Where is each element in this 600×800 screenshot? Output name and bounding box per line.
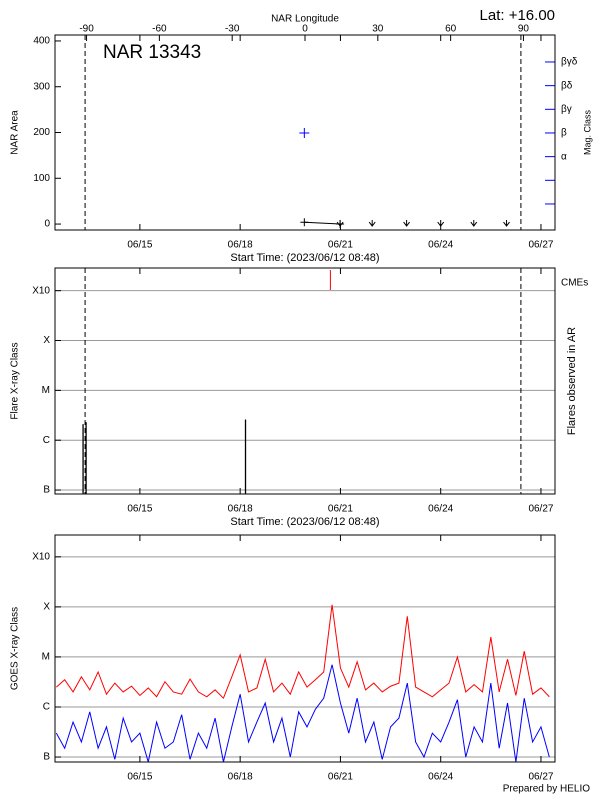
x-tick-label: 06/18 [228, 240, 253, 251]
top-tick-label: -90 [79, 24, 94, 35]
top-axis-title: NAR Longitude [271, 14, 339, 25]
x-tick-label: 06/15 [127, 772, 152, 783]
x-tick-label: 06/18 [228, 772, 253, 783]
series [56, 604, 550, 700]
y-tick-label: M [42, 385, 50, 396]
latitude: Lat: +16.00 [480, 7, 555, 24]
mag-class-marker [299, 127, 310, 138]
y2-axis-title: Mag. Class [582, 109, 592, 155]
marker [503, 220, 510, 227]
y2-tick-label: βδ [561, 80, 573, 91]
x-tick-label: 06/24 [428, 240, 453, 251]
x-tick-label: 06/21 [328, 240, 353, 251]
cme-legend: CMEs [561, 278, 588, 289]
y2-tick-label: β [561, 128, 567, 139]
y-tick-label: C [43, 435, 50, 446]
x-tick-label: 06/24 [428, 772, 453, 783]
x-tick-label: 06/18 [228, 504, 253, 515]
top-tick-label: 60 [445, 24, 457, 35]
y-axis-title: NAR Area [10, 110, 21, 155]
chart-title: NAR 13343 [103, 42, 201, 63]
y-tick-label: 400 [33, 36, 50, 47]
top-tick-label: -30 [225, 24, 240, 35]
plot-frame [54, 534, 556, 763]
y-axis-title: Flare X-ray Class [10, 342, 21, 419]
marker [300, 218, 309, 227]
x-axis-title: Start Time: (2023/06/12 08:48) [230, 516, 379, 528]
y-tick-label: X10 [32, 551, 50, 562]
y2-tick-label: βγδ [561, 57, 578, 68]
top-tick-label: -60 [152, 24, 167, 35]
plot-frame [54, 267, 556, 495]
marker [368, 220, 376, 227]
series [304, 221, 341, 225]
x-tick-label: 06/27 [528, 240, 553, 251]
y-tick-label: B [43, 485, 50, 496]
x-tick-label: 06/21 [328, 772, 353, 783]
y-axis-title: GOES X-ray Class [10, 607, 21, 690]
top-tick-label: 0 [302, 24, 308, 35]
y2-tick-label: α [561, 151, 567, 162]
footer: Prepared by HELIO [503, 784, 590, 795]
y-tick-label: 0 [44, 219, 50, 230]
y-tick-label: X [43, 335, 50, 346]
series-line [56, 604, 550, 700]
y-tick-label: 300 [33, 81, 50, 92]
x-tick-label: 06/15 [127, 240, 152, 251]
marker [470, 220, 478, 227]
y2-axis-title: Flares observed in AR [566, 327, 578, 435]
x-tick-label: 06/21 [328, 504, 353, 515]
y-tick-label: B [43, 752, 50, 763]
y-tick-label: M [42, 652, 50, 663]
x-tick-label: 06/27 [528, 772, 553, 783]
marker [437, 220, 445, 227]
series-line [304, 221, 341, 225]
y2-tick-label: βγ [561, 104, 572, 115]
x-tick-label: 06/27 [528, 504, 553, 515]
plot-frame [54, 34, 556, 231]
marker [403, 220, 411, 227]
y-tick-label: 100 [33, 173, 50, 184]
marker [336, 220, 344, 227]
y-tick-label: 200 [33, 127, 50, 138]
top-tick-label: 90 [518, 24, 530, 35]
top-tick-label: 30 [372, 24, 384, 35]
x-axis-title: Start Time: (2023/06/12 08:48) [230, 252, 379, 264]
x-tick-label: 06/24 [428, 504, 453, 515]
series [55, 664, 550, 762]
y-tick-label: X [43, 602, 50, 613]
y-tick-label: C [43, 702, 50, 713]
y-tick-label: X10 [32, 285, 50, 296]
x-tick-label: 06/15 [127, 504, 152, 515]
series-line [55, 664, 550, 762]
